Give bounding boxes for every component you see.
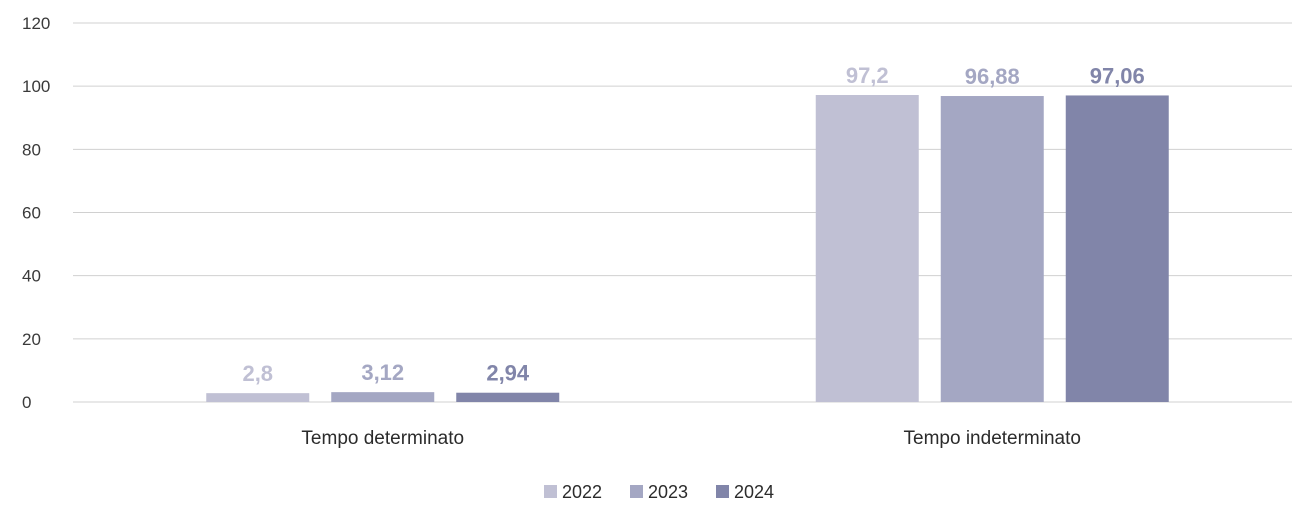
legend-item-2023: 2023 [630,482,688,502]
legend-swatch [716,485,729,498]
y-tick-label: 100 [22,77,50,96]
y-tick-label: 0 [22,393,31,412]
data-label: 3,12 [361,360,404,385]
y-tick-label: 40 [22,267,41,286]
x-category-label: Tempo indeterminato [904,428,1081,449]
bars-layer [206,95,1169,403]
bar-2022-tempo-determinato [206,393,310,402]
labels-layer: 0 20 40 60 80 100 120 2,8 3,12 2,94 Tempo determin… [22,14,1145,449]
legend-item-2022: 2022 [544,482,602,502]
bar-2023-tempo-indeterminato [940,96,1044,403]
legend-label: 2024 [734,482,774,502]
legend-label: 2022 [562,482,602,502]
data-label: 2,94 [486,361,530,386]
bar-2023-tempo-determinato [331,392,435,402]
x-category-label: Tempo determinato [301,428,464,449]
data-label: 2,8 [242,361,273,386]
bar-2022-tempo-indeterminato [815,95,919,402]
data-label: 97,06 [1090,63,1145,88]
data-label: 96,88 [965,64,1020,89]
y-tick-label: 60 [22,204,41,223]
legend-item-2024: 2024 [716,482,774,502]
bar-2024-tempo-determinato [456,392,560,402]
grid-layer [73,22,1292,403]
legend: 2022 2023 2024 [544,482,774,502]
legend-swatch [544,485,557,498]
y-tick-label: 20 [22,330,41,349]
bar-2024-tempo-indeterminato [1065,95,1169,403]
data-label: 97,2 [846,63,889,88]
legend-swatch [630,485,643,498]
legend-label: 2023 [648,482,688,502]
y-tick-label: 80 [22,140,41,159]
y-tick-label: 120 [22,14,50,33]
